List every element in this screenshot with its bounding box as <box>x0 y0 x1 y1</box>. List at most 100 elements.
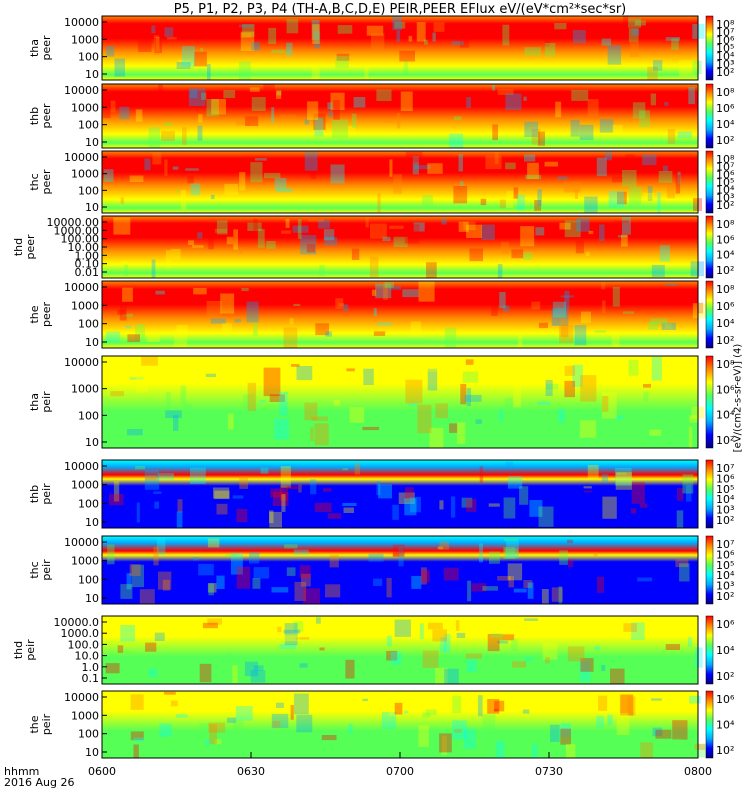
thb-peir-texture <box>314 502 332 513</box>
the-peer-texture <box>410 321 422 337</box>
the-peer-colorbar-tick: 10² <box>716 334 734 347</box>
tha-peir-label-2: peir <box>40 391 53 413</box>
thc-peer-texture <box>304 152 318 171</box>
thd-peir-y-tick-label: 100.0 <box>68 638 100 651</box>
thb-peir-texture <box>461 497 473 508</box>
thd-peer-texture <box>253 218 258 236</box>
thd-peir-texture <box>165 617 182 628</box>
the-peir-texture <box>627 696 636 716</box>
thb-peir-texture <box>439 500 444 510</box>
thd-peer-texture <box>481 224 495 240</box>
tha-peer-y-tick-label: 1000 <box>71 33 99 46</box>
the-peer-texture <box>106 331 120 342</box>
the-peir-texture <box>226 717 237 723</box>
thb-peer-texture <box>685 96 697 104</box>
the-peer-texture <box>517 332 523 348</box>
thb-peer-texture <box>333 100 340 120</box>
thc-peir-texture <box>207 538 220 548</box>
tha-peir-y-tick-label: 10000 <box>64 356 99 369</box>
tha-peir-frame <box>101 355 699 449</box>
thd-peir-texture <box>579 660 591 682</box>
thc-peer-texture <box>103 169 114 182</box>
the-peer-texture <box>551 308 569 326</box>
thc-peer-frame <box>101 150 699 214</box>
tha-peir-texture <box>651 356 662 381</box>
the-peer-texture <box>552 301 566 318</box>
thd-peir-texture <box>432 629 447 642</box>
thb-peer-texture <box>579 124 594 141</box>
thb-peer-label-1: thb <box>28 107 41 125</box>
thb-peir-texture <box>404 498 417 516</box>
tha-peer-texture <box>240 31 255 51</box>
thd-peer-texture <box>281 230 291 234</box>
thc-peir-texture <box>301 573 311 587</box>
tha-peer-texture <box>623 16 629 35</box>
thc-peir-texture <box>293 549 309 555</box>
thc-peir-colorbar-tick: 10⁴ <box>716 569 735 582</box>
thb-peer-texture <box>492 84 496 91</box>
x-tick-label: 0700 <box>386 765 414 778</box>
the-peer-texture <box>402 289 419 298</box>
thb-peir-texture <box>354 463 360 475</box>
thd-peir-texture <box>154 632 165 641</box>
thc-peir-label-1: thc <box>28 561 41 578</box>
thd-peer-texture <box>466 224 482 238</box>
thc-peir-texture <box>129 564 141 577</box>
the-peir-texture <box>164 691 176 695</box>
thc-peer-texture <box>584 196 598 213</box>
the-peer-texture <box>335 298 344 309</box>
the-peer-texture <box>602 300 606 314</box>
thb-peir-texture <box>144 469 160 490</box>
thb-peir-label-1: thb <box>28 485 41 503</box>
the-peer-texture <box>325 331 332 337</box>
the-peer-texture <box>559 325 574 344</box>
the-peir-texture <box>362 698 368 702</box>
thd-peer-texture <box>522 252 533 260</box>
the-peir-texture <box>394 702 403 715</box>
the-peir-texture <box>276 702 284 708</box>
thd-peir-texture <box>466 659 477 673</box>
thc-peir-frame <box>101 535 699 605</box>
the-peer-texture <box>491 303 498 316</box>
thc-peer-colorbar-tick: 10² <box>716 199 734 212</box>
the-peer-texture <box>648 321 659 330</box>
the-peer-colorbar-tick: 10⁸ <box>716 283 735 296</box>
the-peir-texture <box>208 722 226 733</box>
thc-peir-texture <box>373 578 383 586</box>
thb-peir-texture <box>270 488 283 498</box>
thc-peir-texture <box>216 575 225 589</box>
thc-peir-y-tick-label: 10 <box>85 592 99 605</box>
thb-peer-label-2: peer <box>40 103 53 129</box>
tha-peir-texture <box>279 392 288 416</box>
the-peir-texture <box>482 714 496 733</box>
thd-peer-texture <box>426 262 437 278</box>
tha-peer-spectrogram <box>102 16 698 80</box>
thc-peir-texture <box>593 552 598 557</box>
thd-peer-texture <box>413 222 425 232</box>
the-peir-texture <box>272 721 281 728</box>
thc-peer-texture <box>574 189 578 199</box>
thb-peer-texture <box>497 88 514 95</box>
thc-peer-texture <box>239 172 246 191</box>
thd-peir-y-tick-label: 0.1 <box>82 672 100 685</box>
thc-peer-texture <box>458 154 463 172</box>
tha-peer-texture <box>311 20 320 40</box>
thb-peir-texture <box>113 481 120 502</box>
tha-peir-y-tick-label: 10 <box>85 436 99 449</box>
thd-peer-texture <box>622 217 631 235</box>
the-peir-texture <box>454 729 462 733</box>
thc-peir-texture <box>253 567 270 579</box>
the-peer-texture <box>176 324 188 335</box>
tha-peir-texture <box>421 360 439 372</box>
the-peir-texture <box>652 727 663 737</box>
thd-peir-texture <box>277 626 282 633</box>
thd-peir-texture <box>386 650 398 661</box>
thc-peer-colorbar-tick: 10³ <box>716 191 734 204</box>
tha-peer-texture <box>335 56 349 68</box>
tha-peer-y-tick-label: 10000 <box>64 16 99 29</box>
thd-peir-colorbar <box>705 615 714 685</box>
thb-peer-texture <box>158 84 163 101</box>
thc-peer-texture <box>657 192 661 213</box>
tha-peer-texture <box>200 47 204 52</box>
thb-peir-texture <box>398 492 415 504</box>
